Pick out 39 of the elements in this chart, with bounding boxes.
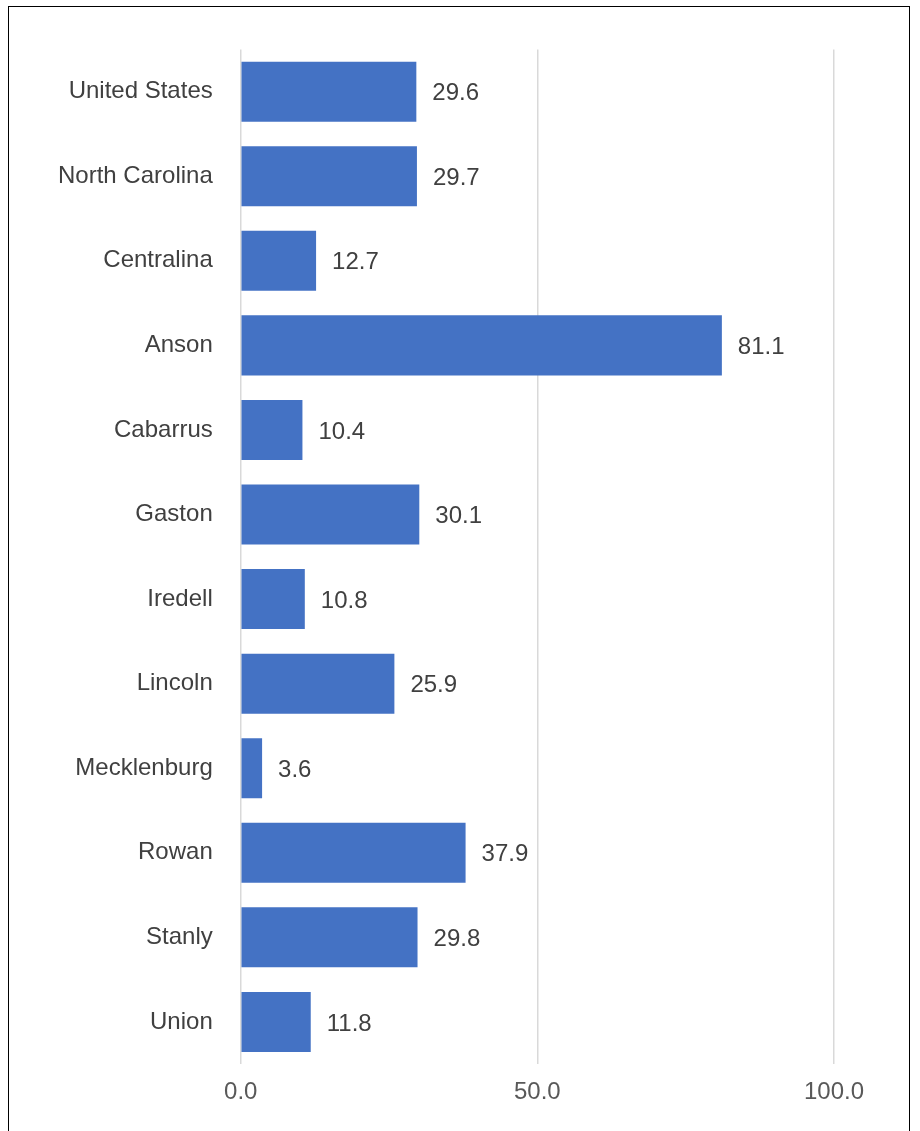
y-tick-label: Anson	[144, 330, 213, 358]
y-tick-label: Union	[150, 1006, 213, 1034]
y-tick-label: Lincoln	[136, 668, 213, 696]
x-tick-label: 50.0	[514, 1077, 561, 1105]
y-tick-label: North Carolina	[58, 160, 214, 188]
data-label: 3.6	[278, 754, 312, 782]
bar	[241, 738, 263, 799]
x-tick-label: 0.0	[224, 1077, 258, 1105]
data-label: 11.8	[326, 1008, 372, 1036]
x-tick-label: 100.0	[803, 1077, 865, 1105]
bar	[241, 61, 417, 122]
bar	[241, 399, 303, 460]
bar	[241, 569, 305, 630]
y-tick-label: Rowan	[138, 837, 213, 865]
data-label: 25.9	[410, 670, 458, 698]
bar	[241, 484, 420, 545]
y-tick-label: Mecklenburg	[75, 752, 213, 780]
data-label: 29.6	[432, 78, 480, 106]
y-tick-label: Stanly	[146, 921, 213, 949]
bar	[241, 822, 466, 883]
data-label: 29.7	[432, 162, 480, 190]
y-tick-label: Cabarrus	[114, 414, 213, 442]
data-label: 12.7	[332, 247, 379, 275]
bar	[241, 907, 418, 968]
y-tick-label: Gaston	[135, 499, 213, 527]
bar	[241, 653, 395, 714]
bar	[241, 315, 722, 376]
data-label: 10.8	[320, 585, 368, 613]
data-label: 10.4	[318, 416, 366, 444]
bar	[241, 146, 417, 207]
y-tick-label: Centralina	[103, 245, 214, 273]
data-label: 37.9	[481, 839, 529, 867]
bar	[241, 230, 317, 291]
data-label: 29.8	[433, 923, 481, 951]
data-label: 30.1	[435, 501, 483, 529]
bar	[241, 991, 311, 1052]
data-label: 81.1	[737, 332, 785, 360]
y-tick-label: Iredell	[147, 583, 213, 611]
y-tick-label: United States	[68, 76, 213, 104]
